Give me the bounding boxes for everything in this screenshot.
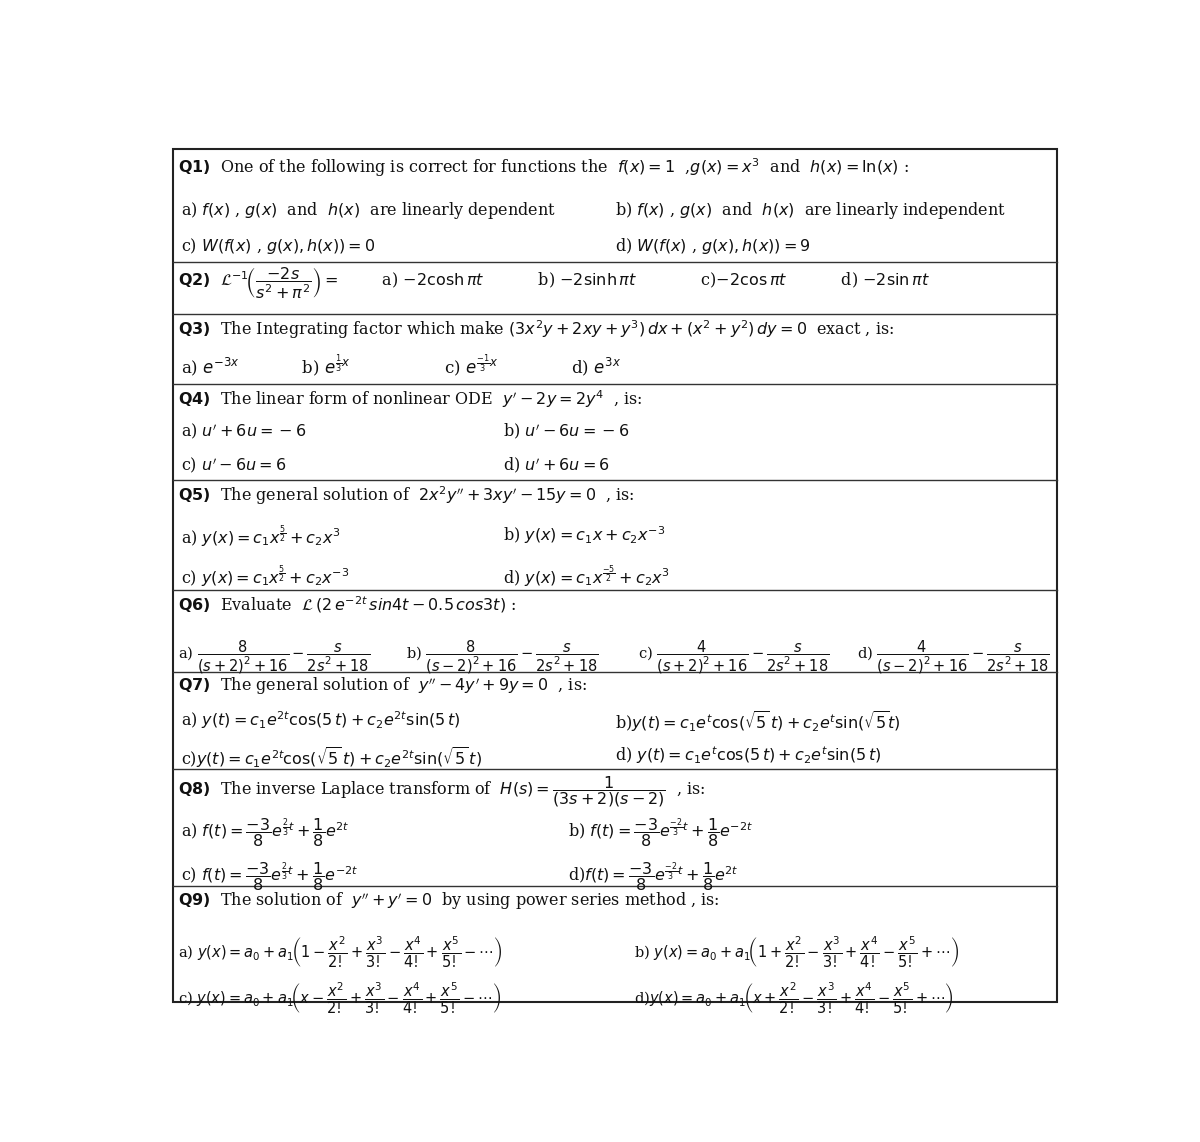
Text: d) $W(f(x)$ , $g(x), h(x)) = 9$: d) $W(f(x)$ , $g(x), h(x)) = 9$ xyxy=(616,235,811,256)
Text: d) $y(t) = c_1 e^{t}\cos(5\,t) + c_2 e^{t}\sin(5\,t)$: d) $y(t) = c_1 e^{t}\cos(5\,t) + c_2 e^{… xyxy=(616,745,881,766)
Text: $\mathbf{Q6)}$  Evaluate  $\mathcal{L}\,(2\,e^{-2t}\,sin4t - 0.5\,cos3t)$ :: $\mathbf{Q6)}$ Evaluate $\mathcal{L}\,(2… xyxy=(178,594,516,616)
Text: c) $u' - 6u = 6$: c) $u' - 6u = 6$ xyxy=(181,456,286,475)
Text: a) $y(t) = c_1 e^{2t}\cos(5\,t) + c_2 e^{2t}\sin(5\,t)$: a) $y(t) = c_1 e^{2t}\cos(5\,t) + c_2 e^… xyxy=(181,709,461,731)
Text: d) $\dfrac{4}{(s-2)^2+16} - \dfrac{s}{2s^2+18}$: d) $\dfrac{4}{(s-2)^2+16} - \dfrac{s}{2s… xyxy=(857,638,1050,676)
Text: a) $f(t) = \dfrac{-3}{8}e^{\frac{2}{3}t} + \dfrac{1}{8}e^{2t}$: a) $f(t) = \dfrac{-3}{8}e^{\frac{2}{3}t}… xyxy=(181,815,349,849)
Text: $\mathbf{Q8)}$  The inverse Laplace transform of  $H(s) = \dfrac{1}{(3s+2)(s-2)}: $\mathbf{Q8)}$ The inverse Laplace trans… xyxy=(178,773,706,809)
Text: a) $y(x) = a_0 + a_1\!\left(1 - \dfrac{x^2}{2!} + \dfrac{x^3}{3!} - \dfrac{x^4}{: a) $y(x) = a_0 + a_1\!\left(1 - \dfrac{x… xyxy=(178,934,503,970)
Text: b) $\dfrac{8}{(s-2)^2+16} - \dfrac{s}{2s^2+18}$: b) $\dfrac{8}{(s-2)^2+16} - \dfrac{s}{2s… xyxy=(406,638,599,676)
Text: b) $f(x)$ , $g(x)$  and  $h(x)$  are linearly independent: b) $f(x)$ , $g(x)$ and $h(x)$ are linear… xyxy=(616,200,1006,222)
Text: c) $W(f(x)$ , $g(x), h(x)) = 0$: c) $W(f(x)$ , $g(x), h(x)) = 0$ xyxy=(181,235,376,256)
Text: $\mathbf{Q2)}$  $\mathcal{L}^{-1}\!\left(\dfrac{-2s}{s^2+\pi^2}\right) =$       : $\mathbf{Q2)}$ $\mathcal{L}^{-1}\!\left(… xyxy=(178,265,930,301)
Text: d)$y(x) = a_0 + a_1\!\left(x + \dfrac{x^2}{2!} - \dfrac{x^3}{3!} + \dfrac{x^4}{4: d)$y(x) = a_0 + a_1\!\left(x + \dfrac{x^… xyxy=(634,980,953,1015)
Text: $\mathbf{Q5)}$  The general solution of  $2x^2y'' + 3xy' - 15y = 0$  , is:: $\mathbf{Q5)}$ The general solution of $… xyxy=(178,484,635,507)
Text: d)$f(t) = \dfrac{-3}{8}e^{\frac{-2}{3}t} + \dfrac{1}{8}e^{2t}$: d)$f(t) = \dfrac{-3}{8}e^{\frac{-2}{3}t}… xyxy=(569,860,739,893)
Text: $\mathbf{Q4)}$  The linear form of nonlinear ODE  $y' - 2y = 2y^4$  , is:: $\mathbf{Q4)}$ The linear form of nonlin… xyxy=(178,388,642,410)
Text: b) $y(x) = a_0 + a_1\!\left(1 + \dfrac{x^2}{2!} - \dfrac{x^3}{3!} + \dfrac{x^4}{: b) $y(x) = a_0 + a_1\!\left(1 + \dfrac{x… xyxy=(634,934,959,970)
Text: c) $y(x) = c_1 x^{\frac{5}{2}} + c_2 x^{-3}$: c) $y(x) = c_1 x^{\frac{5}{2}} + c_2 x^{… xyxy=(181,563,349,589)
Text: $\mathbf{Q9)}$  The solution of  $y'' + y' = 0$  by using power series method , : $\mathbf{Q9)}$ The solution of $y'' + y'… xyxy=(178,891,720,912)
Text: c) $\dfrac{4}{(s+2)^2+16} - \dfrac{s}{2s^2+18}$: c) $\dfrac{4}{(s+2)^2+16} - \dfrac{s}{2s… xyxy=(638,638,829,676)
Text: $\mathbf{Q1)}$  One of the following is correct for functions the  $f(x) = 1$  ,: $\mathbf{Q1)}$ One of the following is c… xyxy=(178,156,908,179)
Text: c)$y(t) = c_1 e^{2t}\cos(\sqrt{5}\,t) + c_2 e^{2t}\sin(\sqrt{5}\,t)$: c)$y(t) = c_1 e^{2t}\cos(\sqrt{5}\,t) + … xyxy=(181,745,482,770)
Text: a) $y(x) = c_1 x^{\frac{5}{2}} + c_2 x^3$: a) $y(x) = c_1 x^{\frac{5}{2}} + c_2 x^3… xyxy=(181,524,341,550)
FancyBboxPatch shape xyxy=(173,150,1057,1003)
Text: $\mathbf{Q3)}$  The Integrating factor which make $(3x^2y + 2xy + y^3)\,dx + (x^: $\mathbf{Q3)}$ The Integrating factor wh… xyxy=(178,319,894,340)
Text: c) $y(x) = a_0 + a_1\!\left(x - \dfrac{x^2}{2!} + \dfrac{x^3}{3!} - \dfrac{x^4}{: c) $y(x) = a_0 + a_1\!\left(x - \dfrac{x… xyxy=(178,980,502,1015)
Text: b)$y(t) = c_1 e^{t}\cos(\sqrt{5}\,t) + c_2 e^{t}\sin(\sqrt{5}t)$: b)$y(t) = c_1 e^{t}\cos(\sqrt{5}\,t) + c… xyxy=(616,709,900,734)
Text: b) $y(x) = c_1 x + c_2 x^{-3}$: b) $y(x) = c_1 x + c_2 x^{-3}$ xyxy=(504,524,666,546)
Text: a) $e^{-3x}$            b) $e^{\frac{1}{3}x}$                  c) $e^{\frac{-1}{: a) $e^{-3x}$ b) $e^{\frac{1}{3}x}$ c) $e… xyxy=(181,353,620,379)
Text: b) $u' - 6u = -6$: b) $u' - 6u = -6$ xyxy=(504,421,630,442)
Text: d) $y(x) = c_1 x^{\frac{-5}{2}} + c_2 x^3$: d) $y(x) = c_1 x^{\frac{-5}{2}} + c_2 x^… xyxy=(504,563,671,589)
Text: a) $u' + 6u = -6$: a) $u' + 6u = -6$ xyxy=(181,421,306,442)
Text: c) $f(t) = \dfrac{-3}{8}e^{\frac{2}{3}t} + \dfrac{1}{8}e^{-2t}$: c) $f(t) = \dfrac{-3}{8}e^{\frac{2}{3}t}… xyxy=(181,860,358,893)
Text: a) $\dfrac{8}{(s+2)^2+16} - \dfrac{s}{2s^2+18}$: a) $\dfrac{8}{(s+2)^2+16} - \dfrac{s}{2s… xyxy=(178,638,370,676)
Text: b) $f(t) = \dfrac{-3}{8}e^{\frac{-2}{3}t} + \dfrac{1}{8}e^{-2t}$: b) $f(t) = \dfrac{-3}{8}e^{\frac{-2}{3}t… xyxy=(569,815,754,849)
Text: a) $f(x)$ , $g(x)$  and  $h(x)$  are linearly dependent: a) $f(x)$ , $g(x)$ and $h(x)$ are linear… xyxy=(181,200,556,222)
Text: d) $u' + 6u = 6$: d) $u' + 6u = 6$ xyxy=(504,456,610,475)
Text: $\mathbf{Q7)}$  The general solution of  $y'' - 4y' + 9y = 0$  , is:: $\mathbf{Q7)}$ The general solution of $… xyxy=(178,676,587,698)
